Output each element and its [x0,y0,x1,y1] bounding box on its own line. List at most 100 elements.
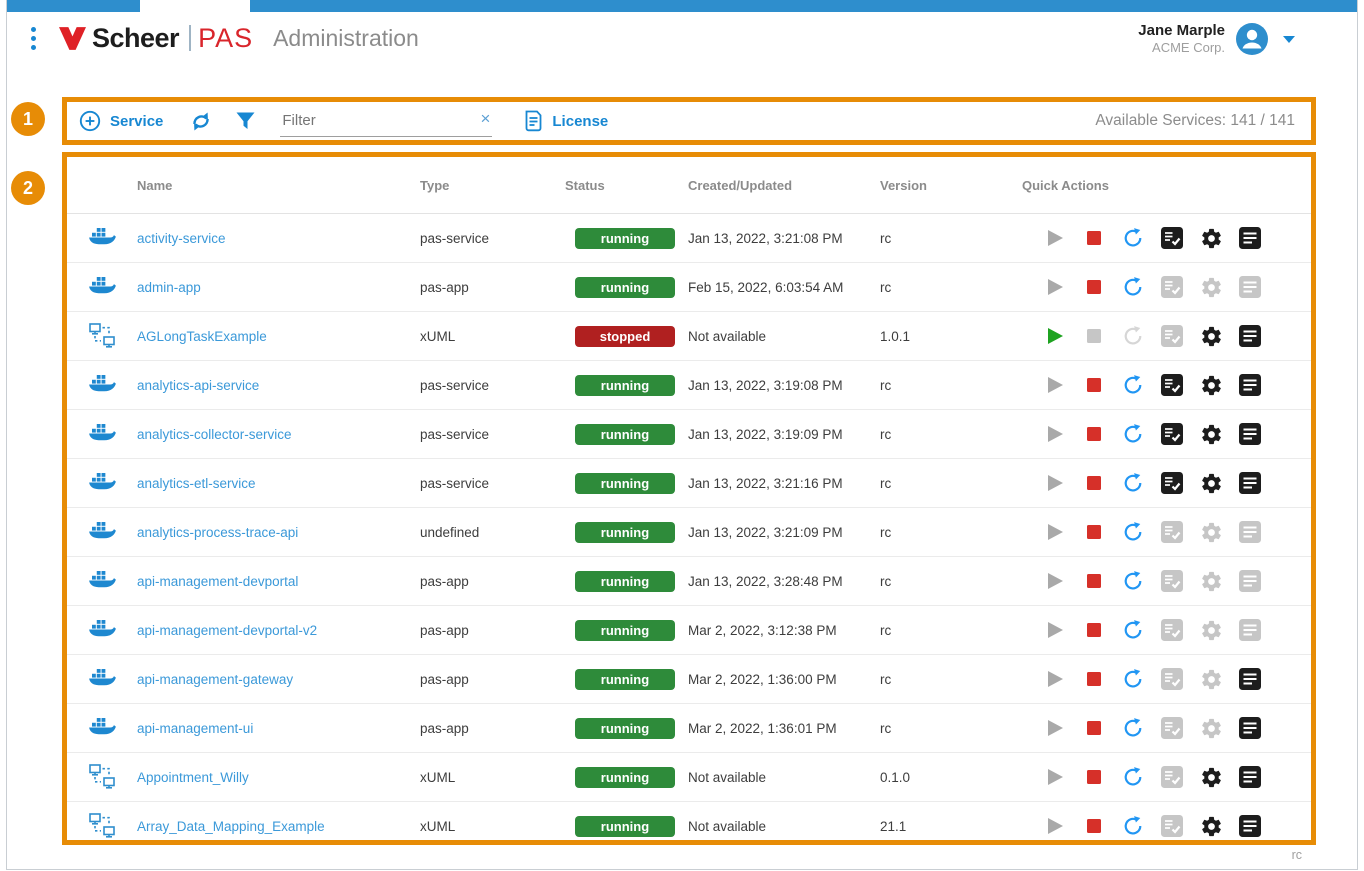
service-log-button[interactable] [1160,275,1184,299]
service-settings-button[interactable] [1199,814,1223,838]
restart-service-button[interactable] [1121,275,1145,299]
service-settings-button[interactable] [1199,275,1223,299]
license-button[interactable]: License [524,110,608,132]
stop-service-button[interactable] [1082,471,1106,495]
service-settings-button[interactable] [1199,324,1223,348]
chevron-down-icon[interactable] [1283,35,1295,43]
stop-service-button[interactable] [1082,422,1106,446]
service-details-button[interactable] [1238,520,1262,544]
service-name-link[interactable]: Appointment_Willy [137,769,249,785]
service-details-button[interactable] [1238,765,1262,789]
service-settings-button[interactable] [1199,667,1223,691]
service-log-button[interactable] [1160,814,1184,838]
column-status[interactable]: Status [565,177,605,193]
service-settings-button[interactable] [1199,471,1223,495]
stop-service-button[interactable] [1082,569,1106,593]
service-name-link[interactable]: analytics-process-trace-api [137,524,299,540]
restart-service-button[interactable] [1121,520,1145,544]
start-service-button[interactable] [1043,569,1067,593]
service-settings-button[interactable] [1199,716,1223,740]
start-service-button[interactable] [1043,520,1067,544]
start-service-button[interactable] [1043,765,1067,789]
service-settings-button[interactable] [1199,569,1223,593]
service-name-link[interactable]: api-management-devportal [137,573,299,589]
refresh-button[interactable] [189,110,213,133]
service-log-button[interactable] [1160,667,1184,691]
service-name-link[interactable]: analytics-etl-service [137,475,256,491]
stop-service-button[interactable] [1082,275,1106,299]
service-log-button[interactable] [1160,520,1184,544]
start-service-button[interactable] [1043,618,1067,642]
start-service-button[interactable] [1043,667,1067,691]
column-created[interactable]: Created/Updated [688,177,793,193]
service-log-button[interactable] [1160,716,1184,740]
stop-service-button[interactable] [1082,373,1106,397]
service-name-link[interactable]: api-management-devportal-v2 [137,622,318,638]
service-details-button[interactable] [1238,667,1262,691]
service-settings-button[interactable] [1199,373,1223,397]
stop-service-button[interactable] [1082,324,1106,348]
stop-service-button[interactable] [1082,765,1106,789]
service-settings-button[interactable] [1199,520,1223,544]
service-settings-button[interactable] [1199,226,1223,250]
service-details-button[interactable] [1238,471,1262,495]
service-details-button[interactable] [1238,373,1262,397]
service-name-link[interactable]: activity-service [137,230,226,246]
restart-service-button[interactable] [1121,569,1145,593]
start-service-button[interactable] [1043,226,1067,250]
service-name-link[interactable]: Array_Data_Mapping_Example [137,818,325,834]
service-details-button[interactable] [1238,716,1262,740]
service-log-button[interactable] [1160,569,1184,593]
restart-service-button[interactable] [1121,422,1145,446]
restart-service-button[interactable] [1121,765,1145,789]
service-log-button[interactable] [1160,471,1184,495]
column-name[interactable]: Name [137,177,173,193]
stop-service-button[interactable] [1082,667,1106,691]
service-name-link[interactable]: analytics-collector-service [137,426,292,442]
restart-service-button[interactable] [1121,716,1145,740]
stop-service-button[interactable] [1082,716,1106,740]
restart-service-button[interactable] [1121,373,1145,397]
service-log-button[interactable] [1160,373,1184,397]
service-details-button[interactable] [1238,618,1262,642]
start-service-button[interactable] [1043,373,1067,397]
add-service-button[interactable]: Service [79,110,163,132]
service-settings-button[interactable] [1199,765,1223,789]
filter-input[interactable] [280,111,465,130]
service-details-button[interactable] [1238,275,1262,299]
avatar-icon[interactable] [1235,22,1269,56]
restart-service-button[interactable] [1121,226,1145,250]
service-settings-button[interactable] [1199,618,1223,642]
stop-service-button[interactable] [1082,814,1106,838]
service-name-link[interactable]: admin-app [137,279,201,295]
service-name-link[interactable]: api-management-ui [137,720,254,736]
restart-service-button[interactable] [1121,471,1145,495]
service-details-button[interactable] [1238,422,1262,446]
start-service-button[interactable] [1043,324,1067,348]
stop-service-button[interactable] [1082,520,1106,544]
service-details-button[interactable] [1238,814,1262,838]
start-service-button[interactable] [1043,814,1067,838]
column-version[interactable]: Version [880,177,927,193]
start-service-button[interactable] [1043,716,1067,740]
start-service-button[interactable] [1043,471,1067,495]
filter-toggle-button[interactable] [235,111,256,131]
stop-service-button[interactable] [1082,226,1106,250]
restart-service-button[interactable] [1121,324,1145,348]
clear-filter-icon[interactable]: × [480,108,491,128]
service-log-button[interactable] [1160,618,1184,642]
service-name-link[interactable]: AGLongTaskExample [137,328,267,344]
stop-service-button[interactable] [1082,618,1106,642]
service-log-button[interactable] [1160,324,1184,348]
service-details-button[interactable] [1238,324,1262,348]
restart-service-button[interactable] [1121,618,1145,642]
service-log-button[interactable] [1160,226,1184,250]
service-details-button[interactable] [1238,569,1262,593]
start-service-button[interactable] [1043,275,1067,299]
restart-service-button[interactable] [1121,667,1145,691]
restart-service-button[interactable] [1121,814,1145,838]
service-log-button[interactable] [1160,422,1184,446]
service-name-link[interactable]: analytics-api-service [137,377,260,393]
kebab-menu-icon[interactable] [23,22,43,54]
start-service-button[interactable] [1043,422,1067,446]
